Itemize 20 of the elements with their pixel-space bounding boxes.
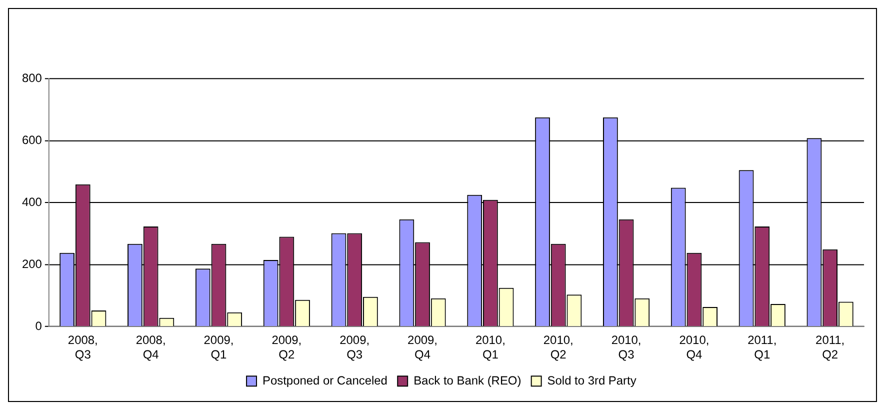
x-tick-label: 2010, Q4 [679,333,710,362]
x-tick-label: 2010, Q3 [611,333,642,362]
y-tick-label: 0 [35,318,42,333]
x-tick-label: 2008, Q3 [68,333,98,362]
y-tick-label: 600 [22,132,42,147]
legend-label: Sold to 3rd Party [547,373,636,388]
x-tick-label: 2009, Q1 [204,333,234,362]
x-tick-label: 2009, Q2 [272,333,302,362]
legend-label: Back to Bank (REO) [414,373,522,388]
x-tick-label: 2008, Q4 [136,333,166,362]
x-tick-label: 2011, Q1 [748,333,777,362]
legend-label: Postponed or Canceled [262,373,388,388]
x-tick-label: 2010, Q1 [475,333,506,362]
x-tick-label: 2010, Q2 [543,333,574,362]
x-tick-label: 2011, Q2 [816,333,845,362]
x-tick-label: 2009, Q3 [340,333,370,362]
y-tick-label: 200 [22,256,42,271]
y-tick-label: 800 [22,70,42,85]
x-tick-label: 2009, Q4 [408,333,438,362]
y-tick-label: 400 [22,194,42,209]
